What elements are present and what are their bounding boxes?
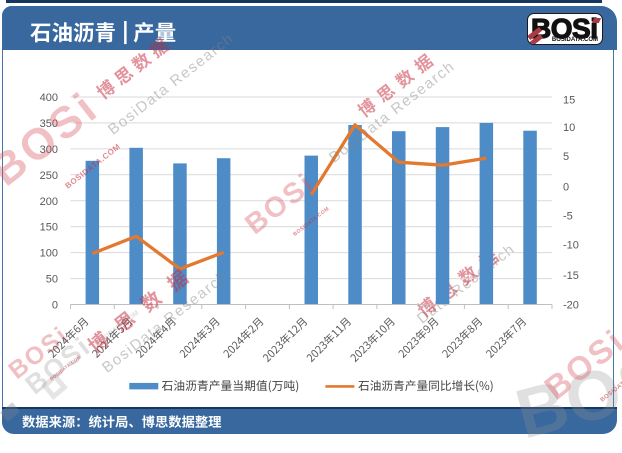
svg-text:10: 10 [563,122,575,134]
svg-text:-20: -20 [563,299,579,311]
svg-text:-5: -5 [563,210,573,222]
svg-text:200: 200 [40,196,58,208]
svg-text:-15: -15 [563,270,579,282]
svg-text:-10: -10 [563,240,579,252]
svg-text:400: 400 [40,92,58,104]
svg-text:250: 250 [40,170,58,182]
svg-text:15: 15 [563,95,575,107]
svg-text:100: 100 [40,248,58,260]
svg-text:350: 350 [40,118,58,130]
svg-text:0: 0 [563,181,569,193]
svg-text:5: 5 [563,151,569,163]
svg-text:300: 300 [40,144,58,156]
svg-text:150: 150 [40,222,58,234]
svg-text:0: 0 [52,300,58,312]
svg-text:50: 50 [46,274,58,286]
